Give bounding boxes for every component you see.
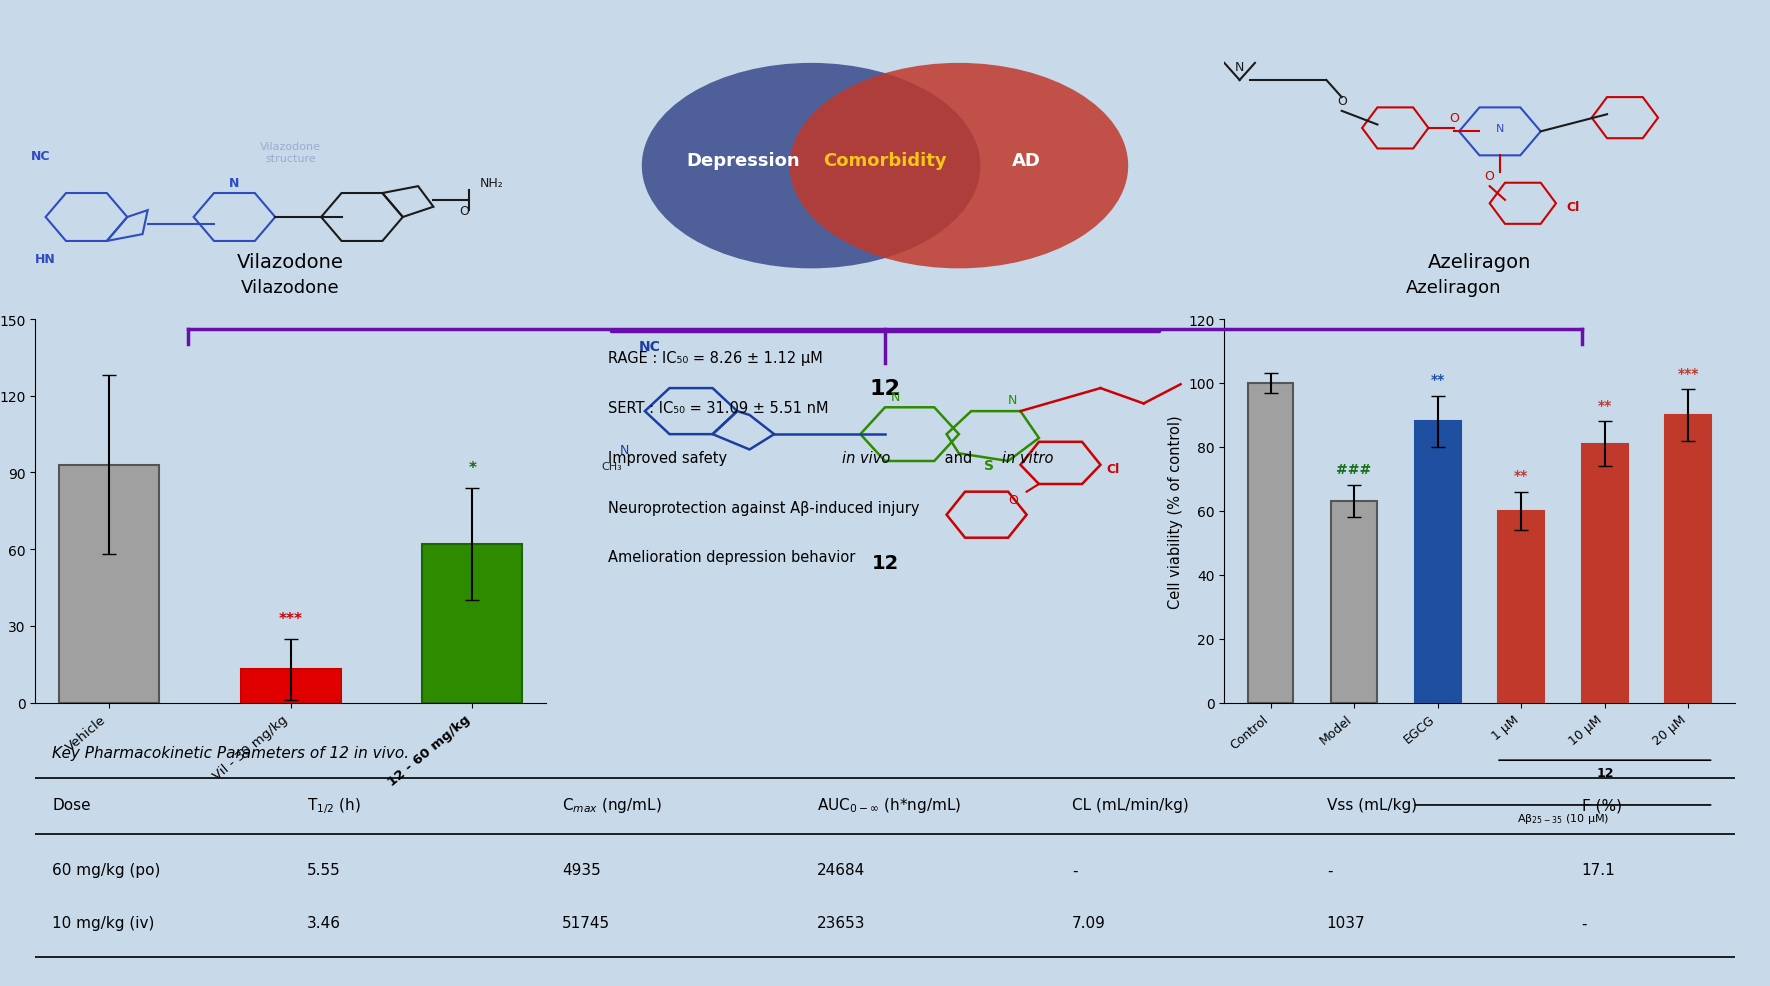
Ellipse shape	[789, 64, 1127, 269]
Text: F (%): F (%)	[1582, 798, 1621, 812]
Text: N: N	[1009, 394, 1018, 407]
Bar	[241, 669, 340, 703]
Text: C$_{max}$ (ng/mL): C$_{max}$ (ng/mL)	[563, 796, 662, 814]
Text: AD: AD	[1012, 152, 1041, 170]
Text: 24684: 24684	[818, 863, 866, 878]
Text: and: and	[940, 451, 977, 465]
Text: Azeliragon: Azeliragon	[1428, 252, 1531, 272]
Text: CL (mL/min/kg): CL (mL/min/kg)	[1073, 798, 1189, 812]
Text: O: O	[1485, 171, 1494, 183]
Text: 1037: 1037	[1328, 915, 1365, 931]
Text: 51745: 51745	[563, 915, 611, 931]
Text: Azeliragon: Azeliragon	[1405, 279, 1501, 297]
Text: O: O	[1450, 112, 1458, 125]
Text: 10 mg/kg (iv): 10 mg/kg (iv)	[53, 915, 154, 931]
Text: 12: 12	[869, 379, 901, 398]
Text: 23653: 23653	[818, 915, 866, 931]
Text: N: N	[1496, 124, 1504, 134]
Text: ***: ***	[278, 611, 303, 626]
Text: -: -	[1073, 863, 1078, 878]
Text: HN: HN	[35, 252, 57, 265]
Text: *: *	[469, 460, 476, 475]
Text: Cl: Cl	[1566, 201, 1579, 214]
Text: 5.55: 5.55	[308, 863, 342, 878]
Text: Aβ$_{25-35}$ (10 μM): Aβ$_{25-35}$ (10 μM)	[1517, 811, 1609, 825]
Text: Vss (mL/kg): Vss (mL/kg)	[1328, 798, 1418, 812]
Text: Depression: Depression	[687, 152, 800, 170]
Text: 12: 12	[1597, 766, 1614, 779]
Text: **: **	[1598, 398, 1612, 412]
Text: CH₃: CH₃	[602, 461, 623, 471]
Bar	[1248, 384, 1294, 703]
Text: Neuroprotection against Aβ-induced injury: Neuroprotection against Aβ-induced injur…	[607, 500, 919, 515]
Bar	[1414, 422, 1460, 703]
Text: Amelioration depression behavior: Amelioration depression behavior	[607, 550, 855, 565]
Text: -: -	[1328, 863, 1333, 878]
Text: NC: NC	[639, 339, 660, 353]
Text: Vilazodone
structure: Vilazodone structure	[260, 142, 320, 164]
Text: N: N	[1235, 61, 1244, 74]
Text: SERT : IC₅₀ = 31.09 ± 5.51 nM: SERT : IC₅₀ = 31.09 ± 5.51 nM	[607, 400, 828, 415]
Text: Dose: Dose	[53, 798, 90, 812]
Text: 17.1: 17.1	[1582, 863, 1616, 878]
Text: O: O	[458, 204, 469, 217]
Text: AUC$_{0-∞}$ (h*ng/mL): AUC$_{0-∞}$ (h*ng/mL)	[818, 796, 961, 814]
Text: RAGE : IC₅₀ = 8.26 ± 1.12 μM: RAGE : IC₅₀ = 8.26 ± 1.12 μM	[607, 351, 823, 366]
Ellipse shape	[643, 64, 981, 269]
Text: ###: ###	[1336, 462, 1372, 476]
Text: 12: 12	[871, 554, 899, 573]
Bar	[423, 544, 522, 703]
Text: in vitro: in vitro	[1002, 451, 1053, 465]
Text: **: **	[1430, 373, 1444, 387]
Text: **: **	[1513, 468, 1528, 482]
Text: -: -	[1582, 915, 1588, 931]
Text: 7.09: 7.09	[1073, 915, 1106, 931]
Text: Vilazodone: Vilazodone	[241, 279, 340, 297]
Text: T$_{1/2}$ (h): T$_{1/2}$ (h)	[308, 795, 361, 815]
Text: ***: ***	[1678, 367, 1699, 381]
Text: 4935: 4935	[563, 863, 600, 878]
Bar	[1666, 415, 1712, 703]
Text: Improved safety: Improved safety	[607, 451, 731, 465]
Text: 60 mg/kg (po): 60 mg/kg (po)	[53, 863, 161, 878]
Text: NH₂: NH₂	[480, 176, 503, 190]
Bar	[1497, 512, 1543, 703]
Text: 3.46: 3.46	[308, 915, 342, 931]
Text: O: O	[1336, 95, 1347, 107]
Text: Cl: Cl	[1106, 463, 1120, 476]
Text: in vivo: in vivo	[843, 451, 890, 465]
Y-axis label: Cell viability (% of control): Cell viability (% of control)	[1168, 415, 1182, 608]
Text: S: S	[984, 458, 993, 472]
Text: Vilazodone: Vilazodone	[237, 252, 343, 272]
Text: Key Pharmacokinetic Parameters of 12 in vivo.: Key Pharmacokinetic Parameters of 12 in …	[53, 745, 409, 760]
Bar	[58, 465, 159, 703]
Text: Comorbidity: Comorbidity	[823, 152, 947, 170]
Text: N: N	[230, 176, 239, 190]
Text: N: N	[890, 390, 901, 403]
Text: O: O	[1009, 494, 1018, 507]
Bar	[1331, 502, 1377, 703]
Text: N: N	[620, 444, 630, 457]
Text: NC: NC	[30, 150, 50, 163]
Bar	[1582, 445, 1628, 703]
